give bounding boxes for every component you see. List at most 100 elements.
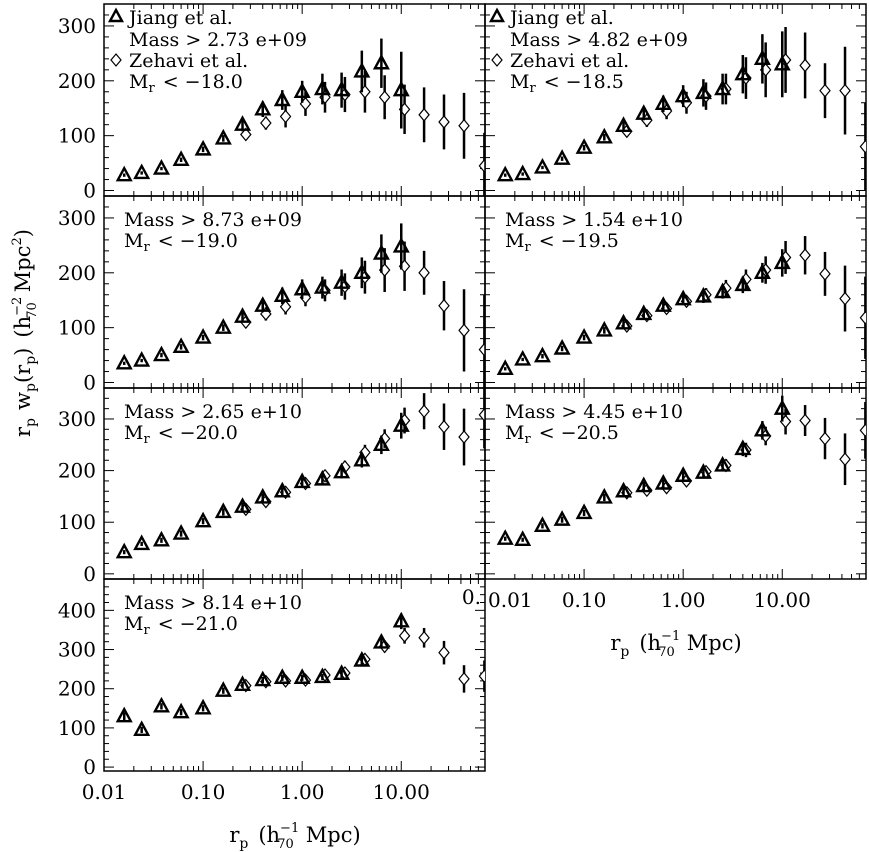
jiang-point	[353, 263, 371, 279]
x-tick-label: 0.10	[181, 780, 226, 804]
jiang-point	[254, 487, 272, 504]
jiang-point	[533, 346, 551, 363]
jiang-point	[115, 353, 133, 370]
x-tick-label: 0.10	[562, 588, 607, 612]
mass-label: Mass > 2.73 e+09	[129, 29, 307, 51]
y-tick-label: 300	[58, 638, 96, 662]
zehavi-point	[819, 266, 831, 281]
jiang-point	[214, 128, 232, 145]
jiang-point	[133, 720, 151, 737]
jiang-point	[734, 275, 752, 292]
jiang-point	[152, 159, 170, 175]
jiang-point	[714, 282, 732, 299]
mass-label: Mass > 1.54 e+10	[505, 209, 683, 231]
y-tick-label: 0	[83, 371, 96, 395]
jiang-point	[773, 253, 791, 270]
jiang-point	[254, 99, 272, 116]
y-tick-label: 0	[83, 179, 96, 203]
x-axis-title-right: rp (h−1 70 Mpc)	[610, 629, 741, 660]
legend-triangle-icon	[107, 7, 125, 23]
zehavi-point	[398, 628, 411, 643]
y-tick-label: 200	[58, 261, 96, 285]
series-group	[496, 27, 866, 191]
x-tick-label: 10.00	[373, 780, 430, 804]
zehavi-point	[839, 291, 851, 306]
mr-label: Mr < −21.0	[124, 613, 238, 638]
mr-label: Mr < −19.0	[124, 230, 238, 255]
mr-label: Mr < −19.5	[505, 230, 619, 255]
series-group	[115, 223, 485, 388]
jiang-point	[372, 244, 390, 260]
y-tick-label: 300	[58, 407, 96, 431]
jiang-point	[372, 435, 390, 451]
zehavi-point	[819, 431, 831, 446]
zehavi-point	[458, 118, 470, 133]
x-tick-label: 0.01	[82, 780, 127, 804]
jiang-point	[514, 349, 532, 366]
zehavi-point	[418, 404, 430, 419]
jiang-point	[214, 681, 232, 697]
jiang-point	[553, 338, 571, 355]
zehavi-point	[799, 248, 811, 263]
zehavi-point	[279, 109, 292, 124]
jiang-point	[152, 345, 170, 362]
mr-label: Mr < −20.0	[124, 422, 238, 447]
zehavi-point	[859, 423, 866, 438]
jiang-point	[273, 668, 291, 684]
zehavi-point	[438, 115, 450, 129]
jiang-point	[172, 702, 190, 719]
zehavi-point	[438, 298, 450, 313]
jiang-point	[115, 542, 133, 559]
jiang-point	[172, 150, 190, 166]
mr-label: Mr < −20.5	[505, 422, 619, 447]
jiang-point	[254, 296, 272, 312]
mass-label: Mass > 4.45 e+10	[505, 401, 683, 423]
x-tick-label: 0.01	[488, 588, 533, 612]
jiang-point	[392, 80, 410, 97]
jiang-point	[273, 90, 291, 107]
jiang-point	[214, 318, 232, 334]
jiang-point	[353, 450, 371, 467]
jiang-point	[654, 94, 672, 111]
mass-label: Mass > 4.82 e+09	[510, 29, 688, 51]
jiang-point	[553, 149, 571, 165]
jiang-point	[533, 516, 551, 533]
jiang-point	[392, 611, 410, 628]
y-axis-title: rpwp(rp)(h−270Mpc2)	[10, 229, 40, 437]
jiang-point	[333, 273, 351, 289]
mass-label: Mass > 8.14 e+10	[124, 592, 302, 614]
legend: Jiang et al. Zehavi et al.	[488, 7, 629, 72]
legend-jiang: Jiang et al.	[127, 7, 233, 29]
zehavi-point	[458, 671, 470, 686]
jiang-point	[234, 497, 252, 513]
jiang-point	[773, 54, 791, 71]
jiang-point	[694, 286, 712, 303]
y-tick-label: 100	[58, 716, 96, 740]
jiang-point	[353, 61, 371, 78]
series-group	[115, 388, 485, 559]
jiang-point	[615, 116, 633, 132]
legend-zehavi: Zehavi et al.	[510, 50, 629, 72]
jiang-point	[734, 439, 752, 456]
jiang-point	[254, 670, 272, 687]
jiang-point	[273, 481, 291, 498]
jiang-point	[635, 476, 653, 493]
jiang-point	[514, 530, 532, 546]
jiang-point	[152, 696, 170, 713]
jiang-point	[635, 304, 653, 321]
series-group	[496, 395, 866, 546]
legend-diamond-icon	[110, 53, 122, 67]
jiang-point	[333, 462, 351, 479]
jiang-point	[734, 64, 752, 81]
x-axis-title-left: rp (h−1 70 Mpc)	[229, 821, 360, 852]
jiang-point	[496, 359, 514, 375]
jiang-point	[313, 469, 331, 486]
x-tick-label: 1.00	[280, 780, 325, 804]
jiang-point	[674, 86, 692, 103]
zehavi-point	[478, 669, 485, 684]
jiang-point	[514, 164, 532, 181]
legend-diamond-icon	[491, 53, 503, 67]
